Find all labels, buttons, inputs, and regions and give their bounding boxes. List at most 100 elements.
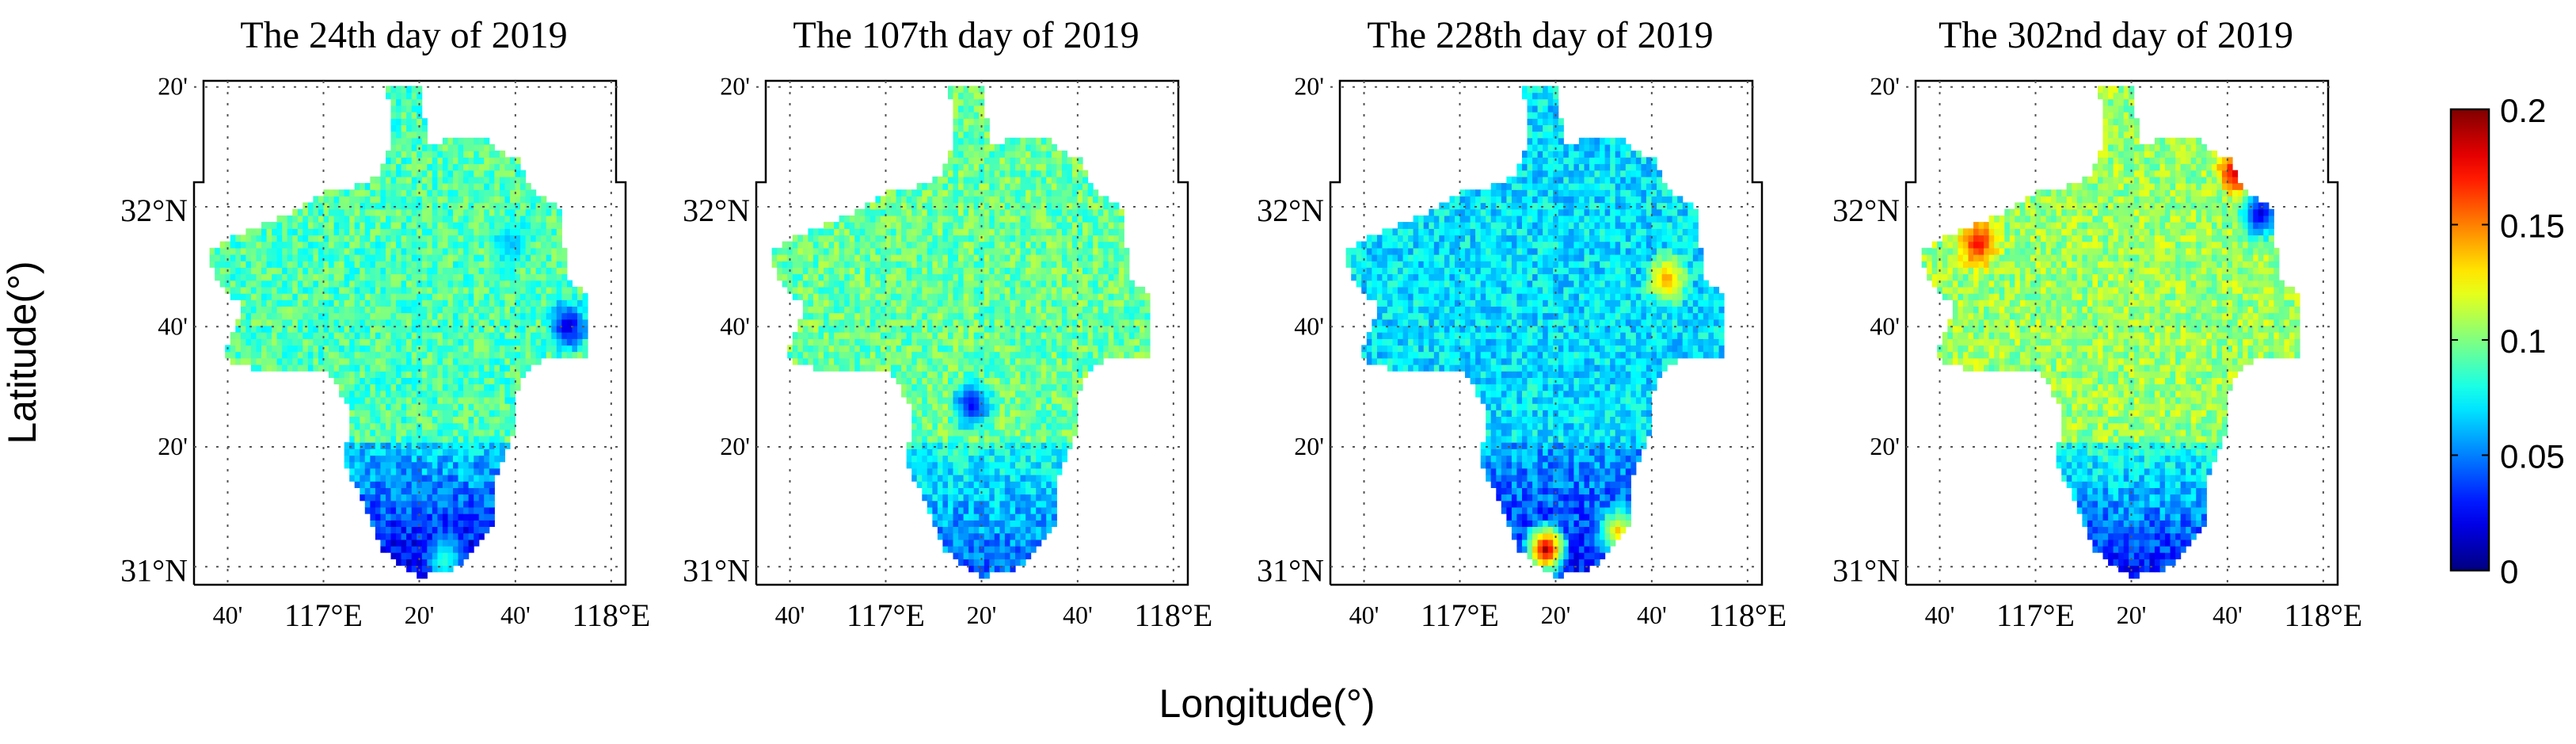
heatmap-cell xyxy=(525,332,531,339)
heatmap-cell xyxy=(375,435,381,443)
heatmap-cell xyxy=(463,520,470,527)
heatmap-cell xyxy=(494,293,500,300)
heatmap-cell xyxy=(916,293,923,300)
heatmap-cell xyxy=(468,235,474,242)
heatmap-cell xyxy=(906,273,912,281)
heatmap-cell xyxy=(782,247,788,255)
heatmap-cell xyxy=(421,383,428,391)
heatmap-cell xyxy=(468,532,474,540)
heatmap-cell xyxy=(478,532,485,540)
heatmap-cell xyxy=(865,306,871,314)
heatmap-cell xyxy=(854,254,861,261)
heatmap-cell xyxy=(489,513,495,521)
heatmap-cell xyxy=(948,475,954,482)
heatmap-cell xyxy=(1010,455,1016,463)
heatmap-cell xyxy=(989,332,995,339)
heatmap-cell xyxy=(932,325,938,333)
heatmap-cell xyxy=(541,351,547,359)
heatmap-cell xyxy=(1046,312,1052,320)
heatmap-cell xyxy=(478,345,485,353)
heatmap-cell xyxy=(230,332,236,339)
heatmap-cell xyxy=(484,416,490,424)
heatmap-cell xyxy=(989,455,995,463)
heatmap-cell xyxy=(442,306,448,314)
heatmap-cell xyxy=(849,364,855,372)
heatmap-cell xyxy=(447,435,454,443)
heatmap-cell xyxy=(417,552,423,559)
heatmap-cell xyxy=(834,293,840,300)
heatmap-cell xyxy=(885,267,892,275)
heatmap-cell xyxy=(406,286,413,294)
heatmap-cell xyxy=(989,377,995,385)
heatmap-cell xyxy=(307,312,314,320)
heatmap-cell xyxy=(453,144,459,151)
heatmap-cell xyxy=(396,532,402,540)
heatmap-cell xyxy=(417,124,423,132)
heatmap-cell xyxy=(937,306,943,314)
heatmap-cell xyxy=(1025,332,1032,339)
heatmap-cell xyxy=(551,286,557,294)
heatmap-cell xyxy=(520,235,527,242)
heatmap-cell xyxy=(777,247,783,255)
heatmap-cell xyxy=(318,300,325,307)
heatmap-cell xyxy=(396,183,402,190)
heatmap-cell xyxy=(968,286,975,294)
heatmap-cell xyxy=(1051,383,1057,391)
heatmap-cell xyxy=(313,364,319,372)
heatmap-cell xyxy=(906,325,912,333)
heatmap-cell xyxy=(427,144,433,151)
heatmap-cell xyxy=(318,196,325,204)
heatmap-cell xyxy=(245,325,252,333)
heatmap-cell xyxy=(834,312,840,320)
heatmap-cell xyxy=(984,532,990,540)
heatmap-cell xyxy=(509,202,516,210)
heatmap-cell xyxy=(364,467,371,475)
heatmap-cell xyxy=(276,215,283,223)
heatmap-cell xyxy=(1004,467,1010,475)
heatmap-cell xyxy=(1128,332,1135,339)
heatmap-cell xyxy=(421,435,428,443)
heatmap-cell xyxy=(948,410,954,417)
heatmap-cell xyxy=(927,494,933,502)
heatmap-cell xyxy=(329,351,335,359)
heatmap-cell xyxy=(484,422,490,430)
heatmap-cell xyxy=(468,247,474,255)
heatmap-cell xyxy=(566,325,573,333)
heatmap-cell xyxy=(839,254,845,261)
heatmap-cell xyxy=(927,429,933,437)
heatmap-cell xyxy=(489,435,495,443)
heatmap-cell xyxy=(427,273,433,281)
heatmap-cell xyxy=(230,286,236,294)
heatmap-cell xyxy=(979,312,985,320)
heatmap-cell xyxy=(411,422,417,430)
heatmap-cell xyxy=(484,267,490,275)
heatmap-cell xyxy=(406,151,413,158)
heatmap-cell xyxy=(215,247,221,255)
heatmap-cell xyxy=(478,435,485,443)
heatmap-cell xyxy=(834,345,840,353)
heatmap-cell xyxy=(1124,273,1130,281)
heatmap-cell xyxy=(318,261,325,268)
heatmap-cell xyxy=(932,377,938,385)
heatmap-cell xyxy=(375,280,381,288)
heatmap-cell xyxy=(885,351,892,359)
heatmap-cell xyxy=(515,235,521,242)
heatmap-cell xyxy=(948,513,954,521)
heatmap-cell xyxy=(546,280,552,288)
heatmap-cell xyxy=(370,383,376,391)
heatmap-cell xyxy=(447,170,454,177)
heatmap-cell xyxy=(437,222,443,229)
heatmap-cell xyxy=(1041,338,1047,346)
heatmap-cell xyxy=(968,539,975,547)
heatmap-cell xyxy=(427,338,433,346)
heatmap-cell xyxy=(932,312,938,320)
heatmap-cell xyxy=(927,500,933,508)
heatmap-cell xyxy=(859,267,866,275)
heatmap-cell xyxy=(442,416,448,424)
heatmap-cell xyxy=(364,475,371,482)
heatmap-cell xyxy=(932,364,938,372)
heatmap-cell xyxy=(948,403,954,410)
heatmap-cell xyxy=(421,137,428,145)
heatmap-cell xyxy=(468,300,474,307)
heatmap-cell xyxy=(1041,442,1047,449)
